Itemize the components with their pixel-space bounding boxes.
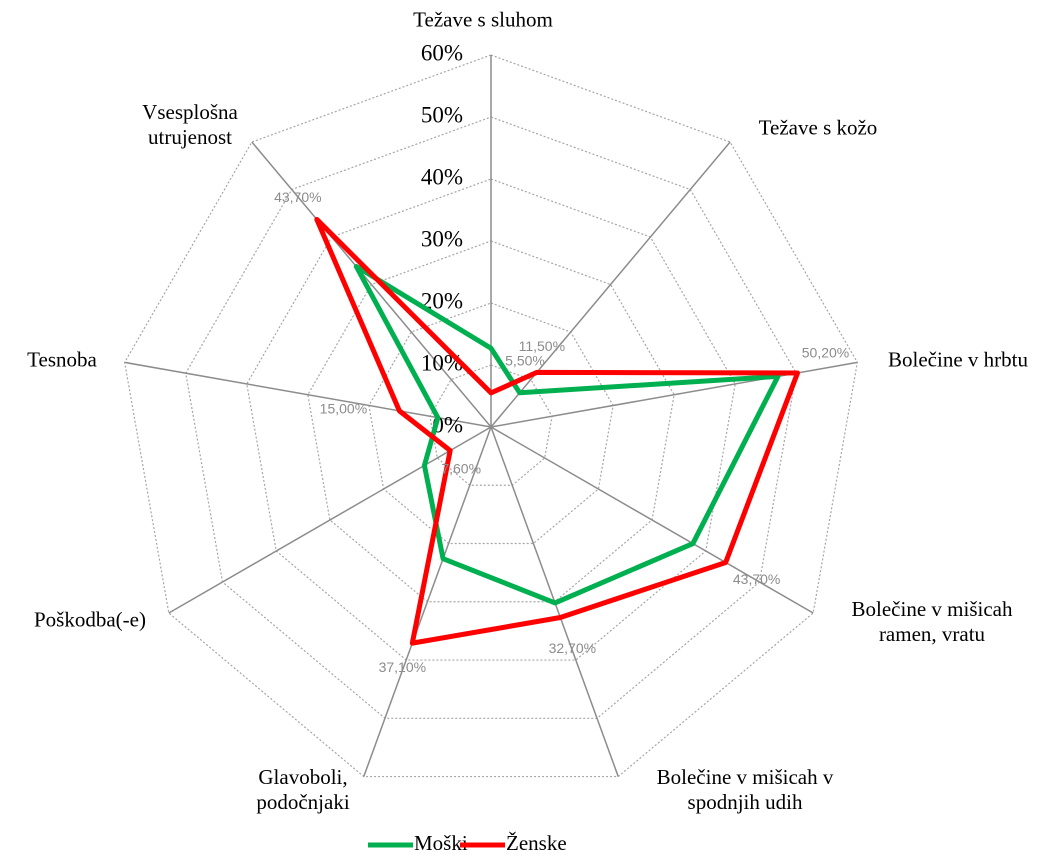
y-tick-label: 50%: [421, 102, 463, 127]
category-label: Poškodba(-e): [34, 607, 146, 632]
category-label: Bolečine v mišicah ramen, vratu: [851, 597, 1013, 646]
series-line: [314, 216, 801, 646]
value-label: 11,50%: [519, 338, 565, 354]
category-label: Tesnoba: [27, 347, 97, 372]
category-label: Bolečine v hrbtu: [888, 347, 1028, 372]
value-label: 5,50%: [505, 353, 545, 369]
value-label: 50,20%: [802, 345, 849, 361]
value-label: 43,70%: [274, 189, 321, 205]
axis-spoke: [168, 426, 492, 614]
category-label: Bolečine v mišicah v spodnjih udih: [656, 765, 834, 814]
legend-label: Ženske: [506, 831, 567, 855]
value-label: 43,70%: [733, 571, 780, 587]
category-label: Težave s sluhom: [413, 7, 553, 32]
axis-spoke: [490, 141, 731, 428]
y-tick-label: 60%: [421, 40, 463, 65]
grid-ring: [124, 54, 858, 778]
axis-spoke: [251, 141, 492, 428]
y-tick-label: 30%: [421, 226, 463, 251]
category-label: Vsesplošna utrujenost: [142, 100, 238, 149]
axis-spoke: [124, 361, 492, 428]
value-label: 37,10%: [379, 659, 426, 675]
grid-ring: [246, 178, 736, 661]
legend-label: Moški: [414, 831, 468, 855]
grid-ring: [368, 302, 614, 545]
grid-ring: [307, 240, 675, 603]
category-label: Težave s kožo: [758, 115, 878, 140]
y-tick-label: 10%: [421, 350, 463, 375]
series-line: [353, 263, 781, 606]
axis-spoke: [363, 426, 492, 777]
value-label: 7,60%: [441, 460, 481, 476]
value-label: 32,70%: [549, 640, 596, 656]
axis-spoke: [490, 426, 814, 614]
value-label: 15,00%: [320, 401, 367, 417]
y-tick-label: 40%: [421, 164, 463, 189]
category-label: Glavoboli, podočnjaki: [256, 765, 350, 814]
